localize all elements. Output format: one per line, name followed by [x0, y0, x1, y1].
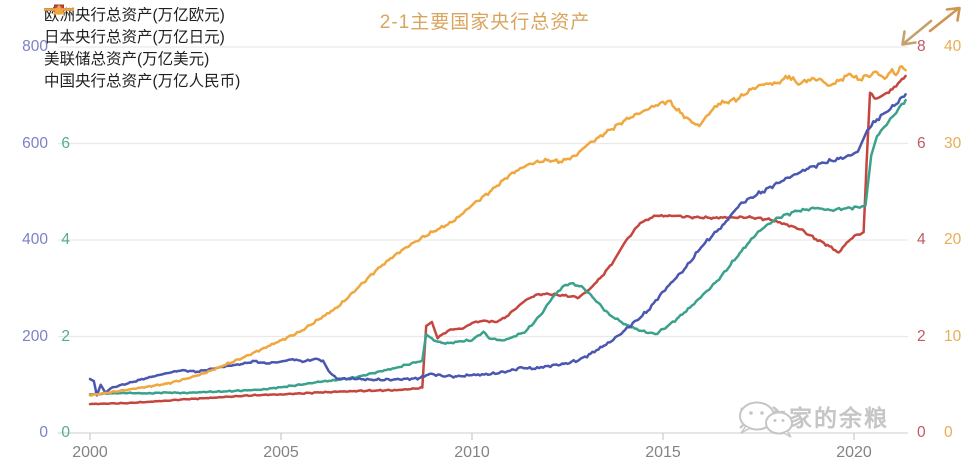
legend: 欧洲央行总资产(万亿欧元) 日本央行总资产(万亿日元) 美联储总资产(万亿美元) 中国… [44, 3, 240, 91]
legend-item-cny[interactable]: 中国央行总资产(万亿人民币) [44, 4, 241, 91]
axis-tick-usd-0: 0 [917, 424, 926, 441]
axis-tick-year-2000: 2000 [72, 444, 108, 461]
legend-label: 欧洲央行总资产(万亿欧元) [44, 7, 225, 24]
watermark: 财主家的余粮 [733, 399, 889, 438]
axis-tick-eur-2: 2 [61, 327, 70, 345]
axis-tick-eur-4: 4 [61, 231, 70, 248]
triangle-marker-icon [44, 4, 74, 15]
arrow-down-left-icon [901, 19, 933, 46]
axis-tick-jpy-200: 200 [22, 327, 48, 345]
legend-label: 日本央行总资产(万亿日元) [44, 29, 225, 46]
axis-tick-year-2020: 2020 [836, 444, 872, 461]
wechat-icon [739, 401, 793, 438]
axis-tick-year-2010: 2010 [454, 444, 490, 461]
axis-tick-jpy-800: 800 [22, 38, 48, 55]
axis-tick-usd-2: 2 [917, 327, 926, 345]
series-line-eur [88, 98, 907, 396]
grid-lines [58, 46, 908, 440]
axis-tick-cny-40: 40 [944, 38, 962, 55]
axis-tick-cny-10: 10 [944, 327, 962, 345]
axis-tick-cny-30: 30 [944, 134, 962, 152]
page-title: 2-1主要国家央行总资产 [379, 12, 591, 33]
axis-tick-usd-8: 8 [917, 38, 926, 55]
series-line-usd [88, 74, 907, 406]
legend-label: 中国央行总资产(万亿人民币) [44, 73, 241, 90]
axis-tick-cny-0: 0 [944, 424, 953, 441]
axis-tick-eur-6: 6 [61, 134, 70, 152]
axis-tick-year-2015: 2015 [645, 444, 681, 461]
axis-tick-year-2005: 2005 [263, 444, 299, 461]
legend-label: 美联储总资产(万亿美元) [44, 51, 210, 68]
axis-tick-jpy-400: 400 [22, 231, 48, 248]
axis-tick-jpy-0: 0 [39, 424, 48, 441]
series-line-jpy [88, 93, 907, 397]
axis-tick-usd-6: 6 [917, 134, 926, 152]
series-line-cny [88, 65, 907, 397]
axis-tick-jpy-600: 600 [22, 134, 48, 152]
axis-tick-cny-20: 20 [944, 231, 962, 248]
axis-tick-eur-0: 0 [61, 424, 70, 441]
arrow-up-right-icon [928, 6, 961, 33]
axis-tick-usd-4: 4 [917, 231, 926, 248]
